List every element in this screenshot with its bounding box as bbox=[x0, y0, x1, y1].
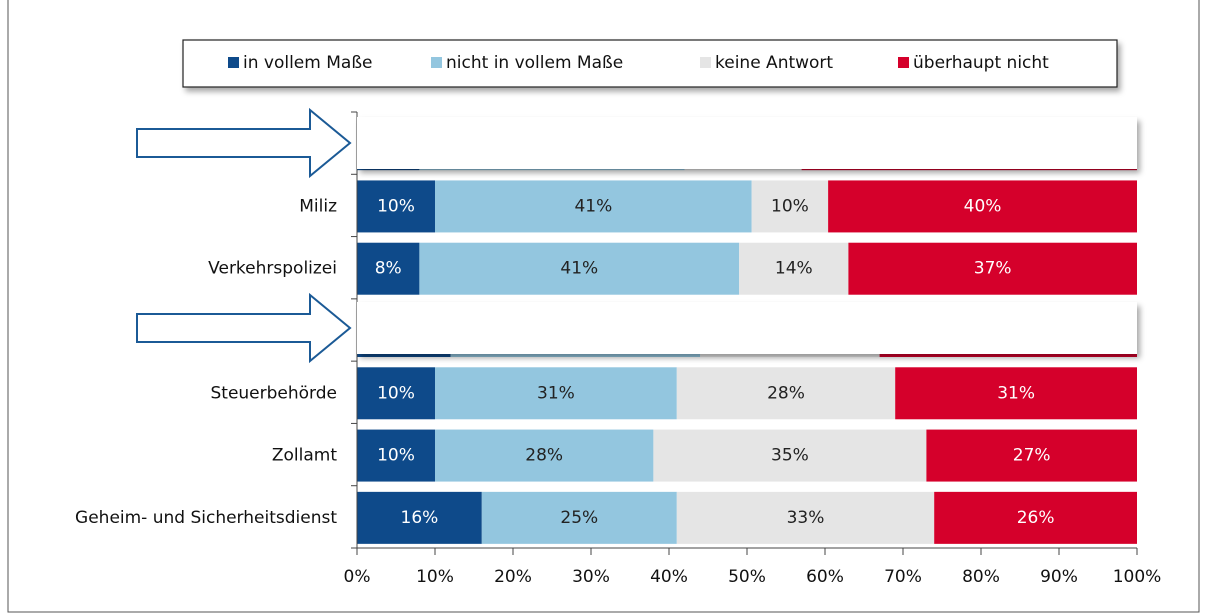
x-tick-label: 0% bbox=[344, 567, 371, 587]
bar-segment bbox=[676, 367, 896, 420]
legend-label: überhaupt nicht bbox=[913, 53, 1049, 73]
data-label: 35% bbox=[771, 446, 809, 466]
bar-segment bbox=[848, 242, 1137, 295]
arrow bbox=[136, 107, 352, 179]
bar-segment bbox=[481, 491, 677, 544]
bar-segment bbox=[435, 367, 677, 420]
row-highlight bbox=[357, 302, 1137, 354]
bar-segment bbox=[828, 180, 1137, 233]
x-tick-label: 30% bbox=[572, 567, 610, 587]
x-tick-label: 90% bbox=[1040, 567, 1078, 587]
bar-segment bbox=[357, 491, 482, 544]
data-label: 25% bbox=[560, 508, 598, 528]
y-tick-label: Verkehrspolizei bbox=[208, 259, 337, 279]
bar-segment bbox=[357, 242, 420, 295]
data-label: 41% bbox=[560, 259, 598, 279]
data-label: 27% bbox=[1013, 446, 1051, 466]
bar-segment bbox=[435, 429, 654, 482]
legend-swatch bbox=[431, 57, 442, 68]
data-label: 16% bbox=[401, 508, 439, 528]
data-label: 10% bbox=[377, 196, 415, 216]
data-label: 8% bbox=[375, 259, 402, 279]
data-label: 10% bbox=[377, 383, 415, 403]
data-label: 37% bbox=[974, 259, 1012, 279]
data-label: 31% bbox=[997, 383, 1035, 403]
x-tick-label: 70% bbox=[884, 567, 922, 587]
data-label: 40% bbox=[964, 196, 1002, 216]
x-tick-label: 50% bbox=[728, 567, 766, 587]
bar-segment bbox=[653, 429, 927, 482]
legend-label: in vollem Maße bbox=[243, 53, 372, 73]
data-label: 28% bbox=[767, 383, 805, 403]
x-tick-label: 20% bbox=[494, 567, 532, 587]
bar-segment bbox=[934, 491, 1137, 544]
x-tick-label: 60% bbox=[806, 567, 844, 587]
legend-label: keine Antwort bbox=[715, 53, 833, 73]
x-tick-label: 100% bbox=[1113, 567, 1162, 587]
legend-swatch bbox=[228, 57, 239, 68]
legend-swatch bbox=[700, 57, 711, 68]
bar-segment bbox=[895, 367, 1137, 420]
bar-segment bbox=[419, 242, 740, 295]
data-label: 33% bbox=[787, 508, 825, 528]
data-label: 28% bbox=[525, 446, 563, 466]
y-tick-label: Miliz bbox=[299, 196, 337, 216]
y-tick-label: Zollamt bbox=[272, 446, 337, 466]
legend-label: nicht in vollem Maße bbox=[446, 53, 623, 73]
data-label: 10% bbox=[377, 446, 415, 466]
data-label: 14% bbox=[775, 259, 813, 279]
arrow bbox=[136, 292, 352, 364]
bar-segment bbox=[751, 180, 829, 233]
legend-box bbox=[182, 39, 1118, 88]
bar-segment bbox=[926, 429, 1137, 482]
bar-segment bbox=[739, 242, 849, 295]
legend-swatch bbox=[898, 57, 909, 68]
row-highlight bbox=[357, 117, 1137, 169]
data-label: 26% bbox=[1017, 508, 1055, 528]
bar-segment bbox=[357, 180, 435, 233]
data-label: 41% bbox=[574, 196, 612, 216]
y-tick-label: Steuerbehörde bbox=[210, 383, 337, 403]
data-label: 31% bbox=[537, 383, 575, 403]
x-tick-label: 10% bbox=[416, 567, 454, 587]
highlights bbox=[136, 107, 1137, 364]
x-tick-label: 80% bbox=[962, 567, 1000, 587]
bar-segment bbox=[357, 367, 435, 420]
bar-segment bbox=[435, 180, 752, 233]
frame bbox=[7, 0, 1200, 613]
bar-segment bbox=[357, 429, 435, 482]
x-tick-label: 40% bbox=[650, 567, 688, 587]
data-label: 10% bbox=[771, 196, 809, 216]
bar-segment bbox=[676, 491, 935, 544]
y-tick-label: Geheim- und Sicherheitsdienst bbox=[75, 508, 337, 528]
